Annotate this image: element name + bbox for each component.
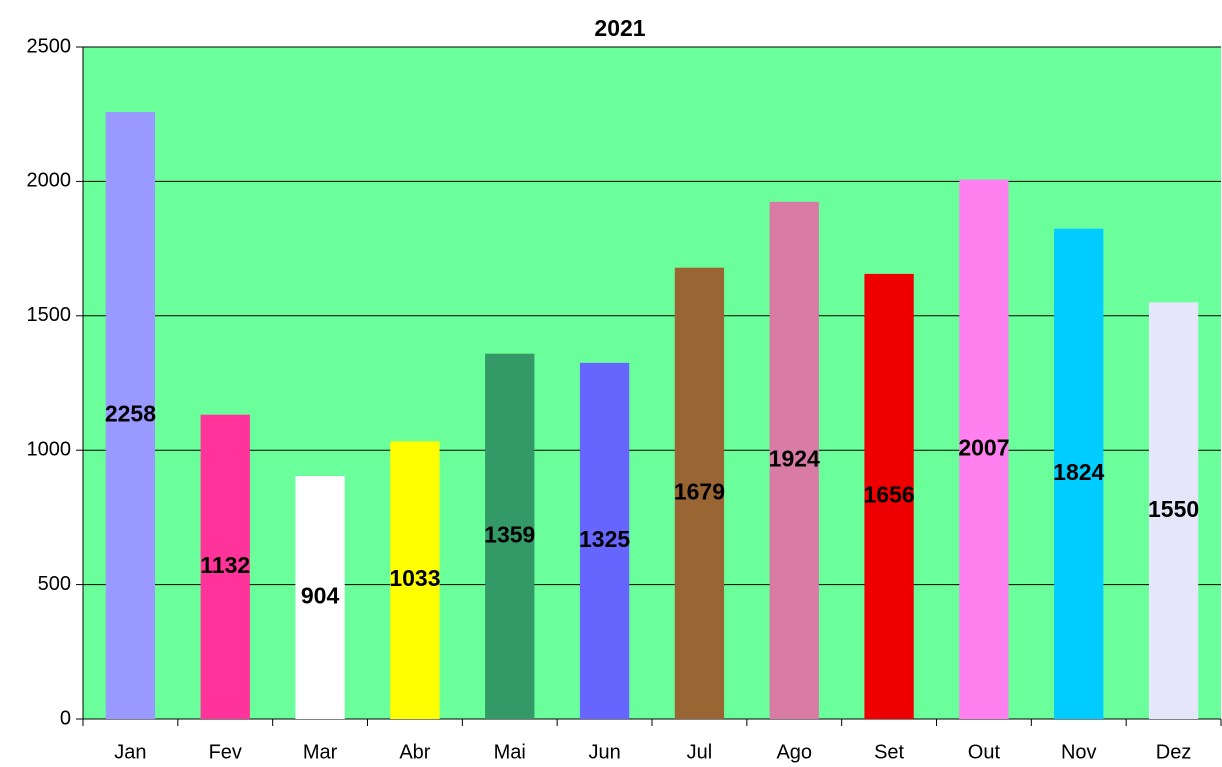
y-tick-label: 0 xyxy=(60,707,71,729)
bar xyxy=(1054,228,1104,719)
x-tick-label: Ago xyxy=(776,741,812,763)
x-tick-label: Mai xyxy=(494,741,526,763)
y-tick-label: 500 xyxy=(38,573,71,595)
value-label: 1656 xyxy=(863,482,914,508)
x-tick-label: Jul xyxy=(687,741,713,763)
bar xyxy=(1148,302,1199,719)
bar xyxy=(579,362,630,719)
plot-area xyxy=(83,47,1221,719)
value-label: 1033 xyxy=(389,565,440,591)
value-label: 1924 xyxy=(769,445,820,471)
bar xyxy=(200,414,250,719)
value-label: 904 xyxy=(301,583,340,609)
y-tick-label: 2000 xyxy=(27,170,72,192)
x-tick-label: Out xyxy=(968,741,1001,763)
x-tick-label: Set xyxy=(874,741,904,763)
value-label: 2258 xyxy=(105,401,156,427)
value-label: 1824 xyxy=(1053,459,1104,485)
x-tick-label: Jan xyxy=(114,741,146,763)
y-tick-label: 1000 xyxy=(27,438,72,460)
x-tick-label: Abr xyxy=(399,741,430,763)
bar xyxy=(864,273,914,719)
value-label: 2007 xyxy=(958,434,1009,460)
value-label: 1679 xyxy=(674,478,725,504)
bar xyxy=(485,353,535,719)
chart-title: 2021 xyxy=(594,15,645,41)
x-tick-label: Dez xyxy=(1156,741,1192,763)
value-label: 1132 xyxy=(200,552,250,578)
value-label: 1325 xyxy=(579,526,630,552)
x-tick-label: Mar xyxy=(303,741,338,763)
value-label: 1550 xyxy=(1148,496,1199,522)
value-label: 1359 xyxy=(484,521,535,547)
bar xyxy=(674,267,725,719)
bar xyxy=(959,179,1009,719)
bar xyxy=(295,476,345,719)
bar xyxy=(105,112,156,719)
x-tick-label: Jun xyxy=(588,741,620,763)
y-tick-label: 1500 xyxy=(27,304,72,326)
y-tick-label: 2500 xyxy=(27,35,72,57)
bar xyxy=(769,201,819,719)
x-tick-label: Nov xyxy=(1061,741,1097,763)
bar xyxy=(390,441,440,719)
x-tick-label: Fev xyxy=(209,741,242,763)
